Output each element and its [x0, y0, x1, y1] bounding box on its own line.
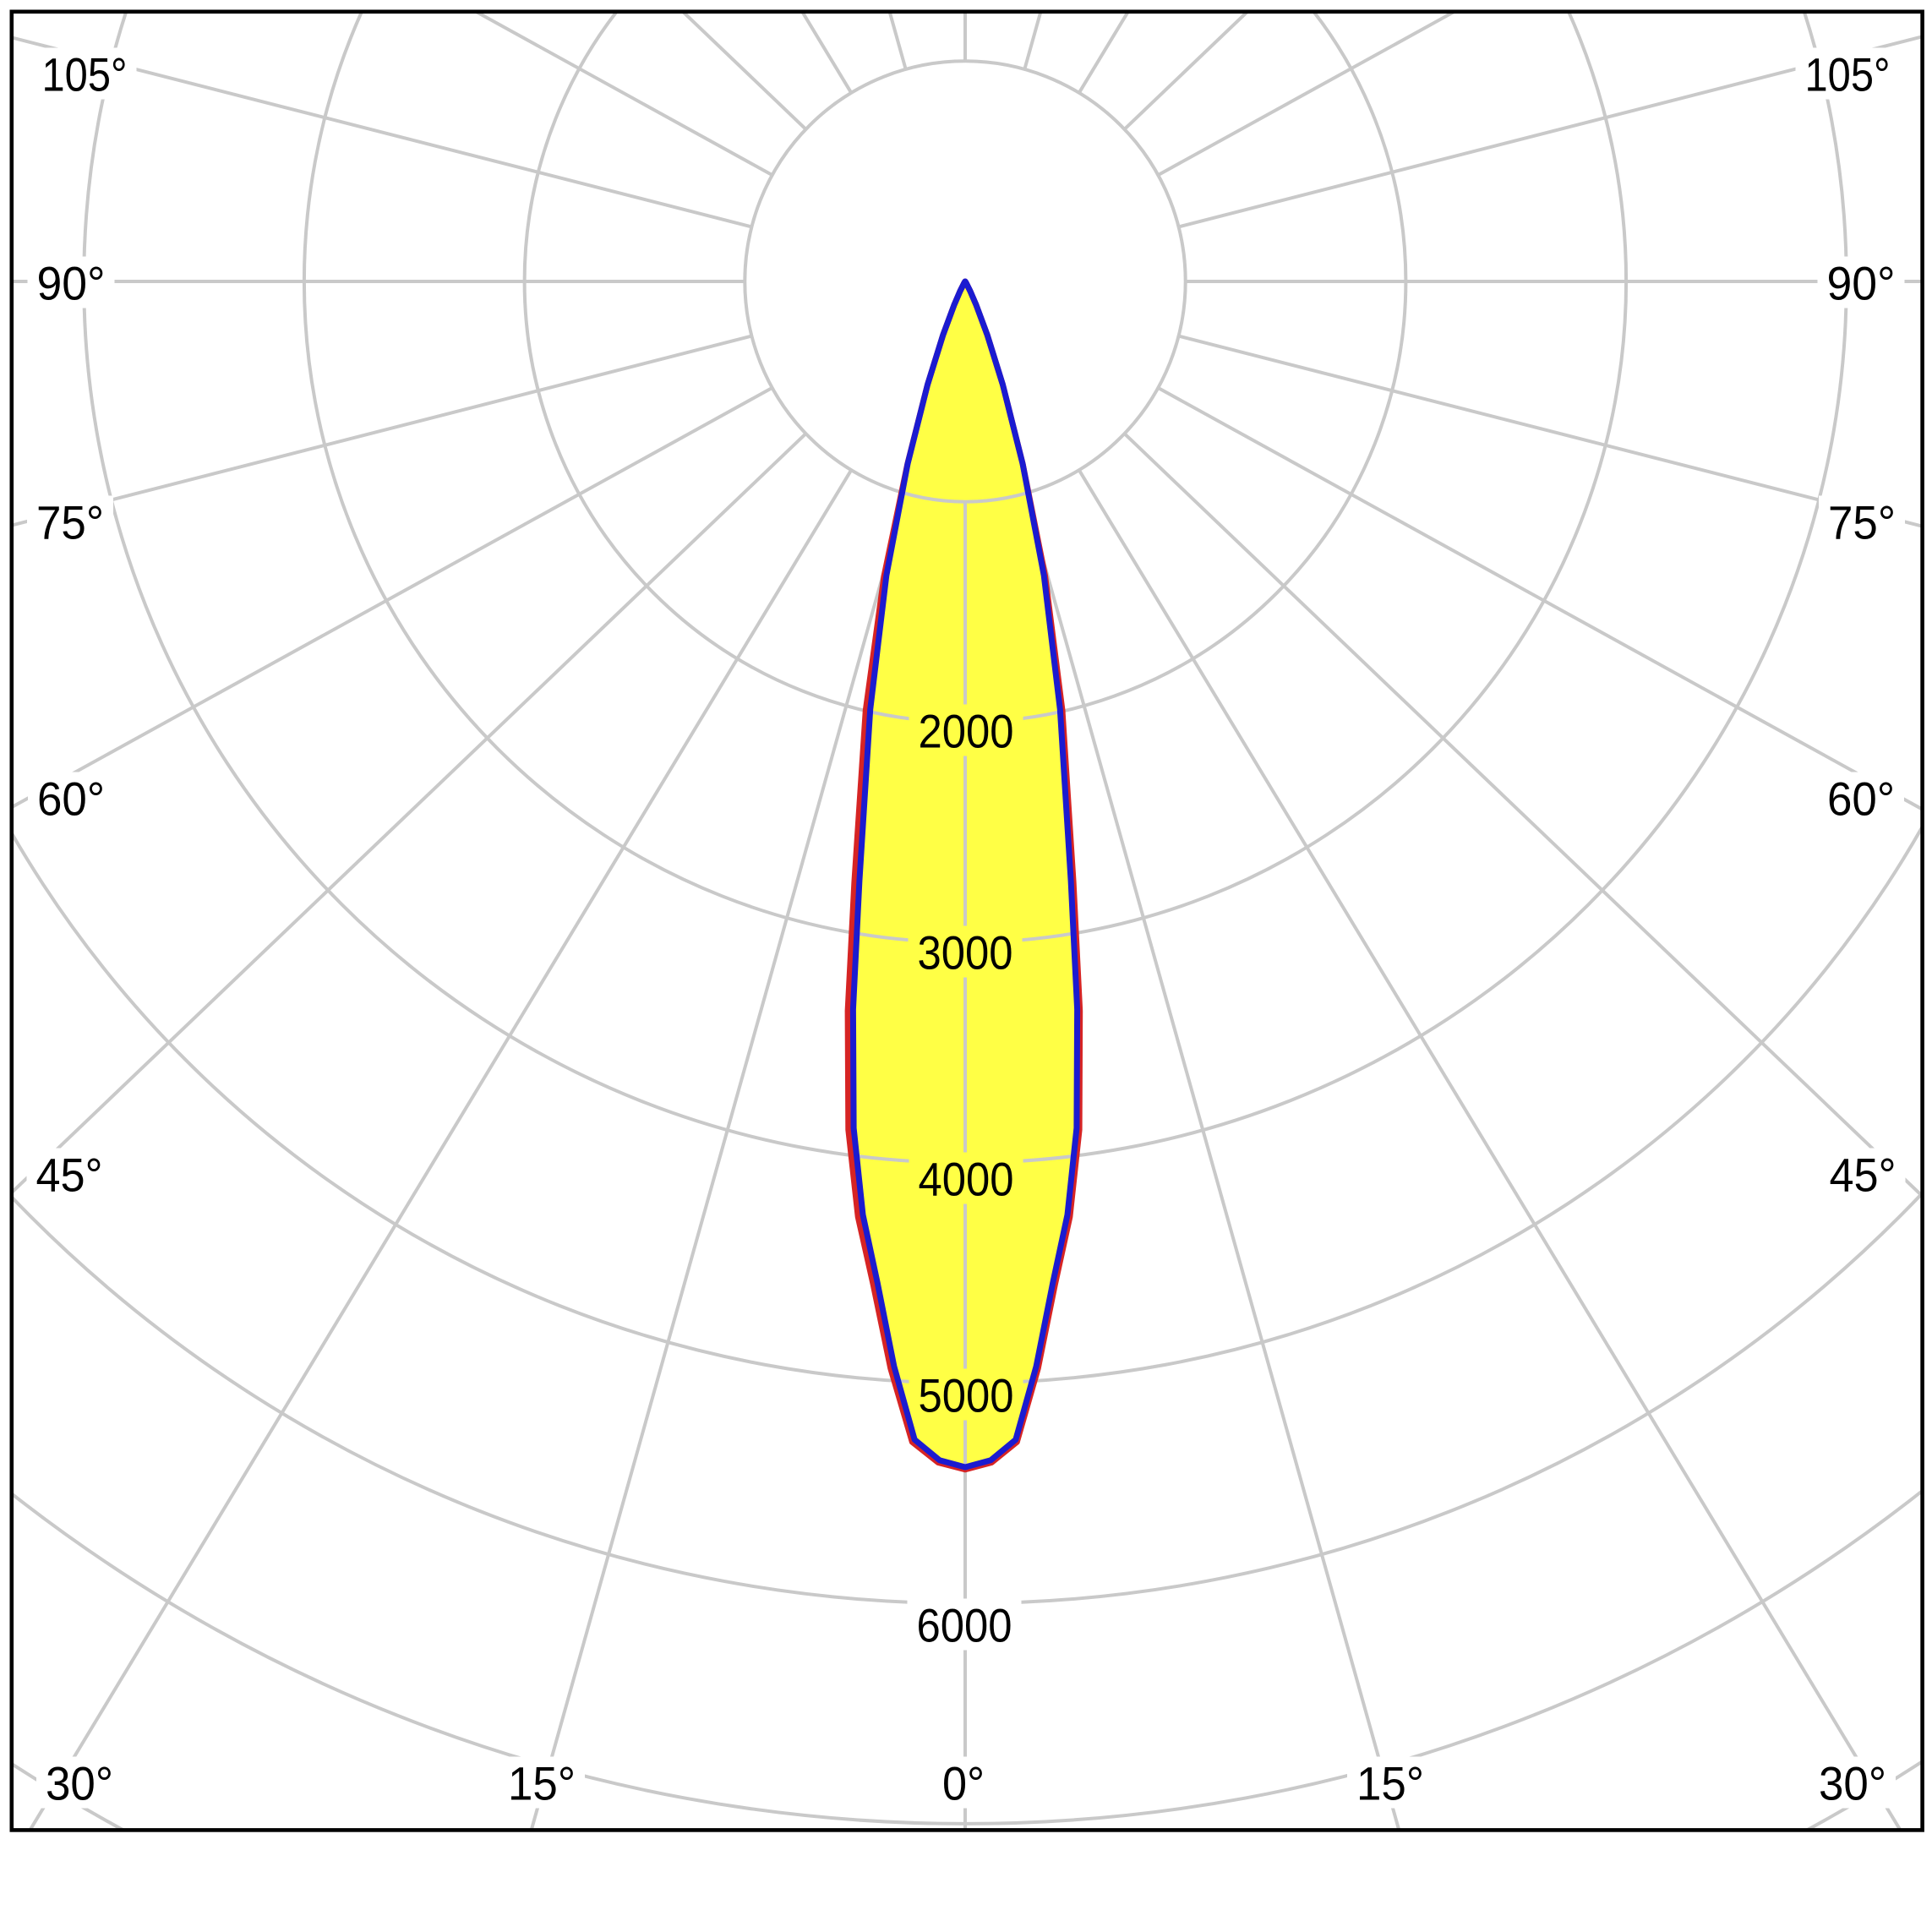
svg-text:15°: 15°: [1356, 1757, 1424, 1810]
svg-text:45°: 45°: [1830, 1149, 1897, 1202]
svg-text:105°: 105°: [1805, 48, 1891, 101]
svg-text:45°: 45°: [36, 1149, 103, 1202]
svg-text:30°: 30°: [46, 1757, 113, 1810]
svg-text:2000: 2000: [919, 705, 1014, 758]
svg-text:75°: 75°: [1828, 496, 1896, 549]
svg-text:90°: 90°: [1827, 257, 1896, 310]
svg-text:30°: 30°: [1819, 1757, 1886, 1810]
svg-text:105°: 105°: [42, 48, 128, 101]
svg-text:75°: 75°: [36, 496, 104, 549]
svg-text:0°: 0°: [942, 1757, 985, 1810]
svg-text:6000: 6000: [917, 1599, 1012, 1652]
svg-text:15°: 15°: [508, 1757, 576, 1810]
svg-text:3000: 3000: [918, 926, 1013, 980]
svg-text:4000: 4000: [919, 1153, 1014, 1206]
svg-text:90°: 90°: [37, 257, 106, 310]
svg-text:5000: 5000: [919, 1369, 1014, 1422]
svg-text:60°: 60°: [37, 772, 105, 826]
svg-text:60°: 60°: [1827, 772, 1895, 826]
